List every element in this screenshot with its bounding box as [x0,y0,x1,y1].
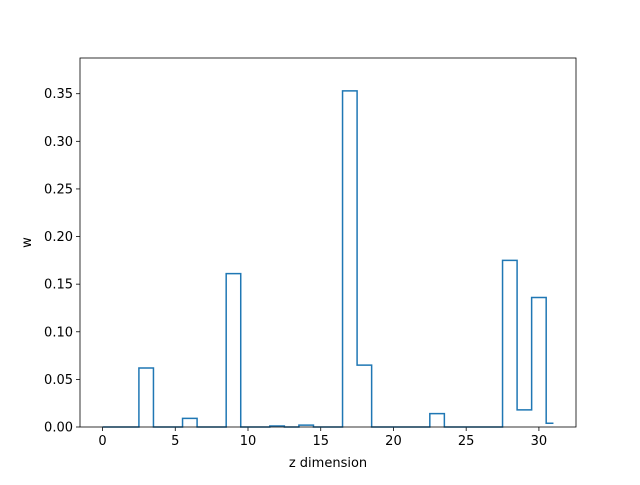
x-tick-label: 25 [458,434,475,449]
x-tick-label: 30 [531,434,548,449]
x-tick-label: 0 [98,434,106,449]
x-tick-label: 20 [385,434,402,449]
x-tick-label: 15 [312,434,329,449]
y-tick-label: 0.30 [44,135,73,150]
y-tick-label: 0.35 [44,87,73,102]
x-axis-label: z dimension [289,456,367,471]
x-tick-label: 5 [171,434,179,449]
y-tick-label: 0.00 [44,421,73,436]
y-tick-label: 0.20 [44,230,73,245]
y-tick-label: 0.10 [44,325,73,340]
y-axis-ticks: 0.00 0.05 0.10 0.15 0.20 0.25 0.30 0.35 [44,87,80,436]
x-tick-label: 10 [240,434,257,449]
plot-area-frame [79,57,577,428]
x-axis-ticks: 0 5 10 15 20 25 30 [98,427,547,449]
y-tick-label: 0.05 [44,373,73,388]
y-axis-label: w [20,237,35,248]
y-tick-label: 0.25 [44,182,73,197]
y-tick-label: 0.15 [44,278,73,293]
